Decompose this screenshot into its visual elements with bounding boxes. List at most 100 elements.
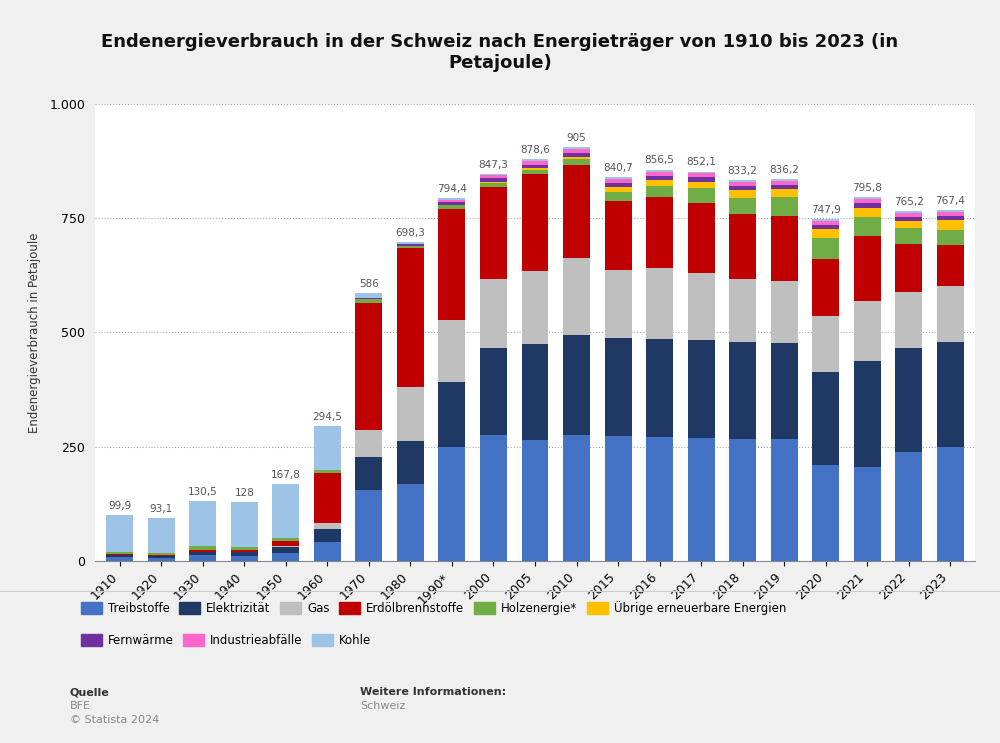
Bar	[272, 484, 299, 538]
Y-axis label: Endenergieverbrauch in Petajoule: Endenergieverbrauch in Petajoule	[28, 233, 41, 432]
Bar	[729, 190, 756, 198]
Bar	[563, 258, 590, 334]
Bar	[854, 204, 881, 208]
Bar	[688, 189, 715, 204]
Bar	[771, 198, 798, 216]
Text: 852,1: 852,1	[686, 158, 716, 167]
Bar	[729, 439, 756, 561]
Bar	[272, 547, 299, 553]
Bar	[438, 200, 465, 202]
Bar	[605, 177, 632, 179]
Bar	[231, 556, 258, 561]
Bar	[605, 436, 632, 561]
Bar	[148, 519, 175, 553]
Bar	[480, 435, 507, 561]
Text: 586: 586	[359, 279, 379, 289]
Text: 93,1: 93,1	[150, 504, 173, 514]
Bar	[854, 208, 881, 217]
Bar	[522, 344, 548, 440]
Text: 130,5: 130,5	[188, 487, 218, 497]
Text: Schweiz: Schweiz	[360, 701, 405, 711]
Bar	[563, 334, 590, 435]
Bar	[895, 292, 922, 348]
Bar	[522, 161, 548, 165]
Text: 294,5: 294,5	[313, 412, 342, 422]
Bar	[646, 175, 673, 180]
Bar	[397, 387, 424, 441]
Bar	[688, 172, 715, 173]
Bar	[272, 542, 299, 546]
Text: 767,4: 767,4	[935, 196, 965, 207]
Bar	[854, 301, 881, 361]
Legend: Treibstoffe, Elektrizität, Gas, Erdölbrennstoffe, Holzenergie*, Übrige erneuerba: Treibstoffe, Elektrizität, Gas, Erdölbre…	[76, 597, 791, 620]
Bar	[937, 244, 964, 286]
Bar	[314, 542, 341, 561]
Bar	[937, 286, 964, 343]
Bar	[148, 555, 175, 556]
Text: 795,8: 795,8	[852, 184, 882, 193]
Bar	[480, 187, 507, 279]
Bar	[272, 538, 299, 542]
Bar	[895, 348, 922, 452]
Bar	[937, 343, 964, 447]
Bar	[771, 281, 798, 343]
Text: 833,2: 833,2	[728, 166, 757, 176]
Bar	[895, 228, 922, 244]
Bar	[812, 221, 839, 225]
Bar	[397, 441, 424, 484]
Bar	[812, 316, 839, 372]
Bar	[148, 556, 175, 558]
Bar	[854, 217, 881, 236]
Bar	[480, 348, 507, 435]
Bar	[189, 502, 216, 546]
Bar	[563, 165, 590, 258]
Bar	[937, 447, 964, 561]
Bar	[646, 339, 673, 437]
Bar	[605, 183, 632, 187]
Bar	[438, 198, 465, 200]
Bar	[397, 484, 424, 561]
Bar	[522, 440, 548, 561]
Bar	[771, 179, 798, 181]
Bar	[231, 548, 258, 550]
Bar	[895, 217, 922, 221]
Text: 878,6: 878,6	[520, 146, 550, 155]
Bar	[646, 169, 673, 172]
Bar	[729, 214, 756, 279]
Bar	[438, 202, 465, 205]
Bar	[563, 435, 590, 561]
Bar	[812, 225, 839, 229]
Bar	[522, 174, 548, 271]
Bar	[522, 271, 548, 344]
Bar	[605, 338, 632, 436]
Text: 99,9: 99,9	[108, 502, 132, 511]
Bar	[605, 270, 632, 338]
Bar	[854, 199, 881, 204]
Bar	[812, 372, 839, 465]
Bar	[688, 182, 715, 189]
Bar	[771, 439, 798, 561]
Bar	[355, 457, 382, 490]
Bar	[189, 550, 216, 552]
Bar	[937, 230, 964, 244]
Bar	[355, 303, 382, 429]
Bar	[148, 558, 175, 561]
Bar	[688, 438, 715, 561]
Text: 840,7: 840,7	[603, 163, 633, 172]
Bar	[189, 546, 216, 550]
Bar	[771, 216, 798, 281]
Bar	[605, 192, 632, 201]
Text: Endenergieverbrauch in der Schweiz nach Energieträger von 1910 bis 2023 (in
Peta: Endenergieverbrauch in der Schweiz nach …	[101, 33, 899, 72]
Bar	[688, 273, 715, 340]
Bar	[106, 516, 133, 552]
Bar	[605, 179, 632, 183]
Bar	[688, 204, 715, 273]
Bar	[272, 553, 299, 561]
Bar	[563, 147, 590, 149]
Bar	[314, 426, 341, 470]
Bar	[522, 168, 548, 169]
Bar	[895, 212, 922, 217]
Bar	[314, 524, 341, 529]
Bar	[314, 473, 341, 524]
Bar	[438, 382, 465, 447]
